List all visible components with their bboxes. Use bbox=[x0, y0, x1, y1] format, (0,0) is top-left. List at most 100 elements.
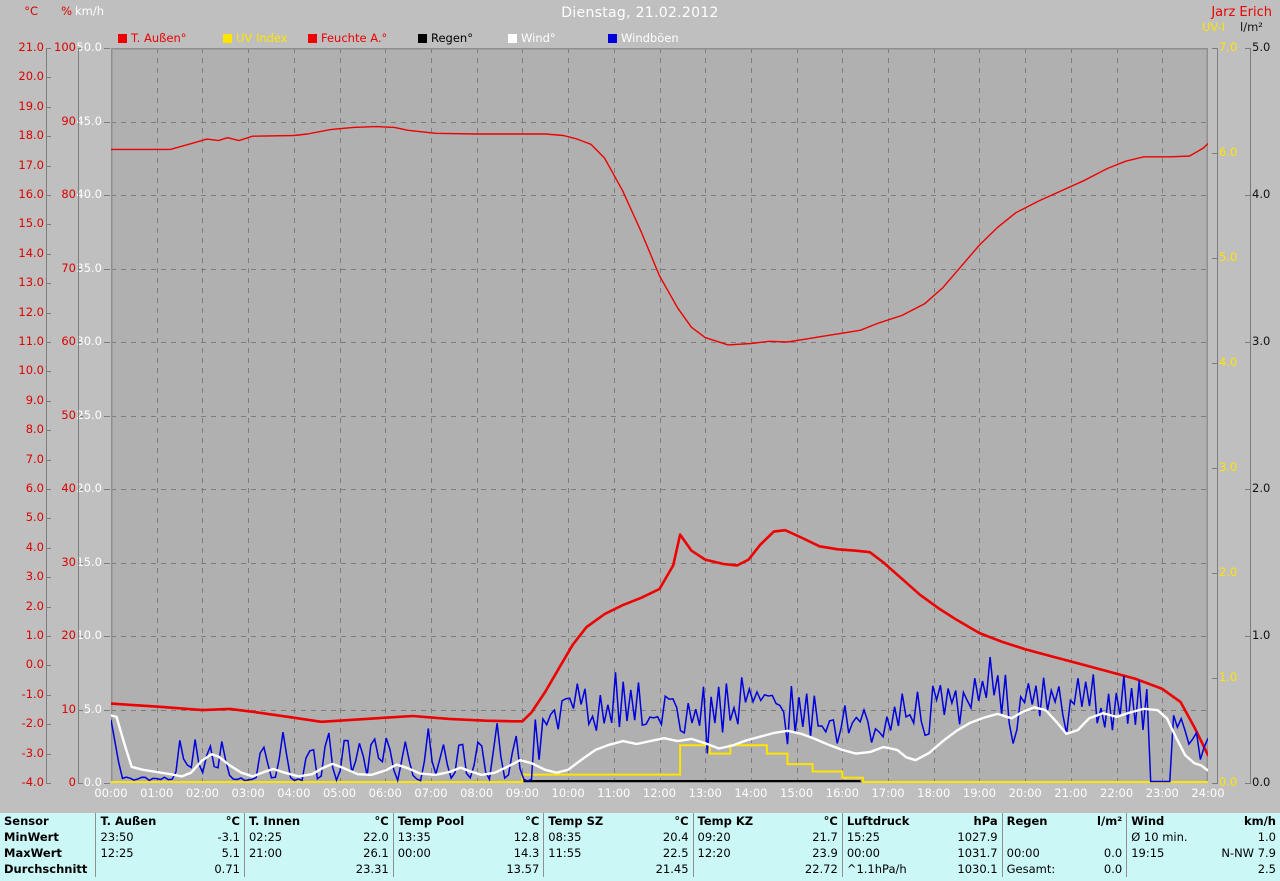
page-title: Dienstag, 21.02.2012 bbox=[561, 5, 719, 21]
legend-item-6[interactable]: Windböen bbox=[608, 31, 679, 46]
tick-time-8: 08:00 bbox=[460, 786, 494, 800]
axis-tickmark bbox=[46, 166, 51, 167]
tick-humidity-8: 20 bbox=[61, 628, 76, 642]
series-outside-temp bbox=[111, 528, 1208, 757]
table-min-time-2: 13:35 bbox=[392, 829, 488, 845]
table-max-value-6: 0.0 bbox=[1103, 846, 1123, 860]
table-col-unit-1: °C bbox=[374, 814, 389, 828]
legend-item-5[interactable]: Wind° bbox=[508, 31, 556, 46]
axis-tickmark bbox=[46, 724, 51, 725]
tick-uv-5: 2.0 bbox=[1219, 565, 1238, 579]
axis-tickmark bbox=[104, 489, 110, 490]
plot-background bbox=[111, 48, 1208, 783]
table-col-unit-5: hPa bbox=[973, 814, 998, 828]
tick-wind-1: 45.0 bbox=[76, 113, 102, 128]
axis-tickmark bbox=[78, 195, 83, 196]
table-col-header-7: Wind bbox=[1126, 813, 1213, 829]
tick-uv-1: 6.0 bbox=[1219, 145, 1238, 159]
table-col-header-5: Luftdruck bbox=[841, 813, 938, 829]
tick-wind-6: 20.0 bbox=[76, 481, 102, 495]
axis-tickmark bbox=[1212, 573, 1218, 574]
tick-temp-3: 18.0 bbox=[18, 128, 44, 143]
table-avg-value-4: 22.72 bbox=[804, 862, 838, 876]
tick-time-11: 11:00 bbox=[597, 786, 631, 800]
tick-time-1: 01:00 bbox=[140, 786, 174, 800]
table-avg-time-2 bbox=[392, 861, 488, 877]
table-min-value-0: -3.1 bbox=[217, 830, 240, 844]
tick-time-16: 16:00 bbox=[825, 786, 859, 800]
tick-time-22: 22:00 bbox=[1100, 786, 1134, 800]
table-min-value-6 bbox=[1080, 829, 1127, 845]
tick-wind-0: 50.0 bbox=[76, 40, 102, 54]
axis-tickmark bbox=[78, 783, 83, 784]
legend-item-4[interactable]: Regen° bbox=[418, 31, 473, 46]
axis-tickmark bbox=[1245, 783, 1251, 784]
table-max-time-0: 12:25 bbox=[95, 845, 189, 861]
axis-tickmark bbox=[46, 254, 51, 255]
axis-tickmark bbox=[78, 636, 83, 637]
legend-swatch-icon bbox=[118, 34, 127, 43]
tick-temp-12: 9.0 bbox=[25, 392, 44, 407]
tick-humidity-9: 10 bbox=[61, 701, 76, 716]
tick-temp-19: 2.0 bbox=[25, 598, 44, 613]
table-avg-time-7 bbox=[1126, 861, 1213, 877]
table-min-time-0: 23:50 bbox=[95, 829, 189, 845]
tick-uv-0: 7.0 bbox=[1219, 40, 1238, 54]
table-avg-time-0 bbox=[95, 861, 189, 877]
tick-temp-21: 0.0 bbox=[25, 657, 44, 672]
tick-humidity-3: 70 bbox=[61, 260, 76, 275]
table-min-value-1: 22.0 bbox=[363, 830, 389, 844]
axis-tickmark bbox=[46, 783, 51, 784]
series-humidity bbox=[111, 125, 1208, 346]
table-min-value-3: 20.4 bbox=[662, 830, 689, 844]
axis-tickmark bbox=[46, 48, 51, 49]
axis-tickmark bbox=[104, 783, 110, 784]
legend-swatch-icon bbox=[223, 34, 232, 43]
tick-time-15: 15:00 bbox=[780, 786, 814, 800]
axis-tickmark bbox=[104, 122, 110, 123]
table-row-label-max: MaxWert bbox=[4, 846, 62, 860]
tick-uv-2: 5.0 bbox=[1219, 250, 1238, 264]
legend-label: Windböen bbox=[621, 31, 679, 45]
table-row: MaxWert 12:25 5.1 21:00 26.1 00:00 14.3 11:55 22… bbox=[0, 845, 1280, 861]
tick-rain-3: 2.0 bbox=[1252, 481, 1271, 495]
tick-rain-1: 4.0 bbox=[1252, 187, 1271, 201]
table-max-value-1: 26.1 bbox=[363, 846, 389, 860]
table-col-unit-2: °C bbox=[525, 814, 540, 828]
table-min-value-7: 1.0 bbox=[1257, 830, 1276, 844]
legend-label: UV Index bbox=[236, 31, 288, 45]
table-row: MinWert 23:50 -3.1 02:25 22.0 13:35 12.8 08:35 2… bbox=[0, 829, 1280, 845]
axis-tickmark bbox=[78, 269, 83, 270]
axis-tickmark bbox=[104, 416, 110, 417]
tick-time-5: 05:00 bbox=[322, 786, 357, 800]
axis-tickmark bbox=[1212, 678, 1218, 679]
axis-tickmark bbox=[78, 48, 79, 783]
tick-temp-18: 3.0 bbox=[25, 569, 44, 584]
axis-tickmark bbox=[104, 195, 110, 196]
tick-temp-5: 16.0 bbox=[18, 187, 44, 201]
axis-tickmark bbox=[104, 563, 110, 564]
tick-wind-10: 0.0 bbox=[83, 775, 102, 789]
table-min-value-4: 21.7 bbox=[812, 830, 838, 844]
table-max-time-3: 11:55 bbox=[543, 845, 637, 861]
axis-tickmark bbox=[1245, 342, 1251, 343]
axis-tickmark bbox=[78, 710, 83, 711]
chart-svg bbox=[111, 48, 1208, 783]
tick-time-18: 18:00 bbox=[917, 786, 951, 800]
table-max-value-3: 22.5 bbox=[662, 846, 689, 860]
tick-temp-6: 15.0 bbox=[18, 216, 44, 231]
tick-temp-7: 14.0 bbox=[18, 245, 44, 260]
table-col-unit-4: °C bbox=[823, 814, 838, 828]
legend-item-3[interactable]: Feuchte A.° bbox=[308, 31, 387, 46]
legend-swatch-icon bbox=[608, 34, 617, 43]
axis-tickmark bbox=[1212, 363, 1218, 364]
table-col-unit-6: l/m² bbox=[1097, 814, 1123, 828]
tick-temp-2: 19.0 bbox=[18, 98, 44, 113]
tick-time-6: 06:00 bbox=[368, 786, 402, 800]
legend-item-1[interactable]: T. Außen° bbox=[118, 31, 186, 46]
table-row: Sensor T. Außen °C T. Innen °C Temp Pool °C Tem… bbox=[0, 813, 1280, 829]
table-min-value-2: 12.8 bbox=[513, 830, 540, 844]
axis-unit-wind: km/h bbox=[74, 4, 104, 18]
legend-item-2[interactable]: UV Index bbox=[223, 31, 288, 46]
tick-temp-1: 20.0 bbox=[18, 69, 44, 84]
